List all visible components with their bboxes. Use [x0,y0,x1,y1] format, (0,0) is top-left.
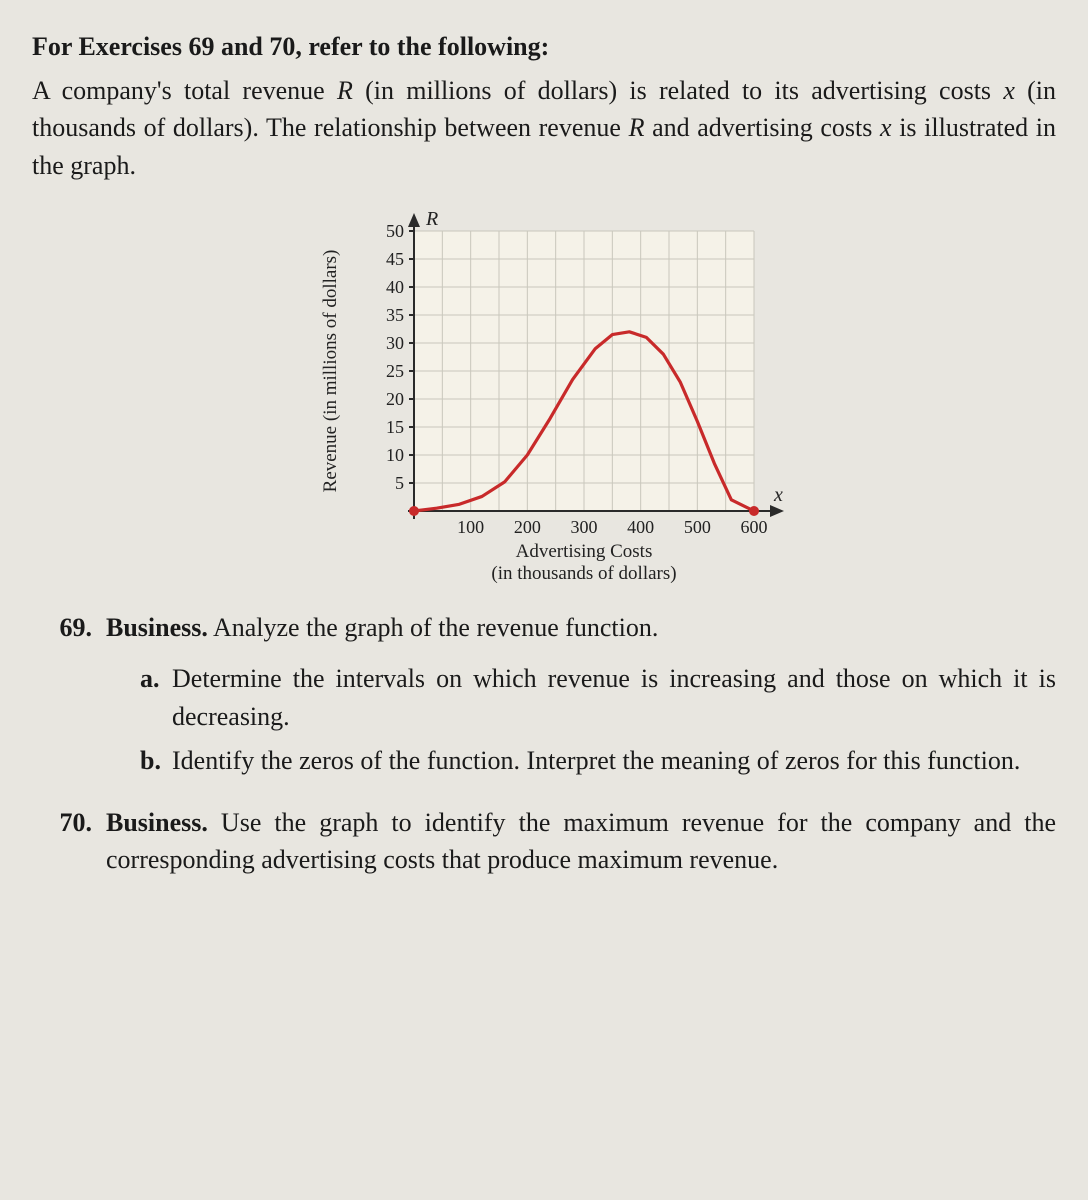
svg-text:15: 15 [386,417,404,437]
intro-text: (in millions of dollars) is related to i… [353,76,1003,105]
exercise-lead: Business. Analyze the graph of the reven… [106,609,1056,647]
svg-text:30: 30 [386,333,404,353]
svg-text:50: 50 [386,221,404,241]
svg-text:5: 5 [395,473,404,493]
intro-heading: For Exercises 69 and 70, refer to the fo… [32,28,1056,66]
exercise-number: 70. [32,804,106,879]
svg-text:(in thousands of dollars): (in thousands of dollars) [491,563,676,584]
subpart-label: b. [140,742,172,780]
svg-text:300: 300 [571,517,598,537]
exercise-text: Use the graph to identify the maximum re… [106,808,1056,875]
var-x: x [880,113,892,142]
svg-text:x: x [773,484,783,506]
svg-text:20: 20 [386,389,404,409]
exercise-69: 69. Business. Analyze the graph of the r… [32,609,1056,786]
exercise-lead-text: Analyze the graph of the revenue functio… [208,613,659,642]
var-R: R [629,113,645,142]
subpart-label: a. [140,660,172,735]
svg-text:40: 40 [386,277,404,297]
intro-text: A company's total revenue [32,76,337,105]
svg-text:Revenue (in millions of dollar: Revenue (in millions of dollars) [320,249,341,492]
svg-text:200: 200 [514,517,541,537]
subpart-text: Identify the zeros of the function. Inte… [172,742,1056,780]
intro-body: A company's total revenue R (in millions… [32,72,1056,185]
subpart-text: Determine the intervals on which revenue… [172,660,1056,735]
exercise-70: 70. Business. Use the graph to identify … [32,804,1056,879]
svg-text:25: 25 [386,361,404,381]
subpart-b: b. Identify the zeros of the function. I… [140,742,1056,780]
svg-text:100: 100 [457,517,484,537]
exercise-title: Business. [106,613,208,642]
var-x: x [1003,76,1015,105]
svg-text:600: 600 [741,517,768,537]
exercise-number: 69. [32,609,106,786]
svg-text:Advertising Costs: Advertising Costs [516,541,653,562]
subpart-a: a. Determine the intervals on which reve… [140,660,1056,735]
svg-text:400: 400 [627,517,654,537]
svg-text:500: 500 [684,517,711,537]
svg-text:35: 35 [386,305,404,325]
exercise-title: Business. [106,808,208,837]
revenue-chart: 5 10 15 20 25 30 35 40 45 50 100 200 300 400 500 600 Rx R… [32,205,1056,585]
svg-text:45: 45 [386,249,404,269]
intro-text: and advertising costs [644,113,880,142]
var-R: R [337,76,353,105]
svg-text:10: 10 [386,445,404,465]
svg-text:R: R [425,208,438,230]
